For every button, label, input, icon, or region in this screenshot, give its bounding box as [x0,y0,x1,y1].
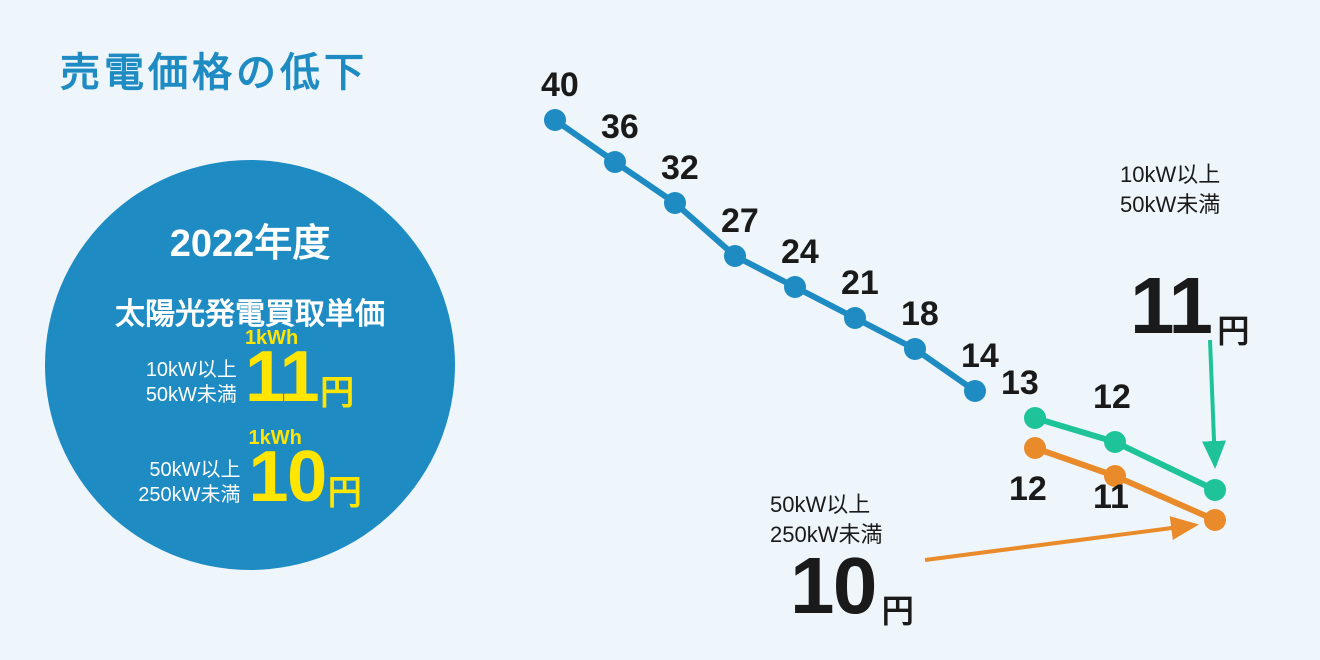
svg-text:21: 21 [841,264,879,302]
svg-text:11: 11 [1093,478,1129,516]
svg-text:12: 12 [1093,378,1131,416]
circle-range-1: 10kW以上50kW未満 [146,358,237,408]
summary-circle: 2022年度 太陽光発電買取単価 10kW以上50kW未満 1kWh 11 円 … [45,160,455,570]
circle-range-2: 50kW以上250kW未満 [138,458,240,508]
svg-text:27: 27 [721,202,759,240]
svg-text:24: 24 [781,233,819,271]
svg-text:18: 18 [901,295,939,333]
green-series-price: 11 円 [1130,260,1249,352]
page-title: 売電価格の低下 [60,40,368,98]
svg-text:36: 36 [601,108,639,146]
circle-year: 2022年度 [45,212,455,267]
svg-text:14: 14 [961,337,999,375]
green-series-note: 10kW以上 50kW未満 [1120,160,1220,219]
svg-text:13: 13 [1001,364,1039,402]
circle-price-row-2: 50kW以上250kW未満 1kWh 10 円 [45,430,455,508]
svg-text:32: 32 [661,149,699,187]
circle-price-1: 11 円 [245,347,354,408]
stage: 売電価格の低下 2022年度 太陽光発電買取単価 10kW以上50kW未満 1k… [0,0,1320,660]
orange-series-price: 10 円 [790,540,914,632]
circle-price-2: 10 円 [249,447,362,508]
circle-price-row-1: 10kW以上50kW未満 1kWh 11 円 [45,330,455,408]
svg-text:12: 12 [1009,470,1047,508]
svg-text:40: 40 [541,66,579,104]
